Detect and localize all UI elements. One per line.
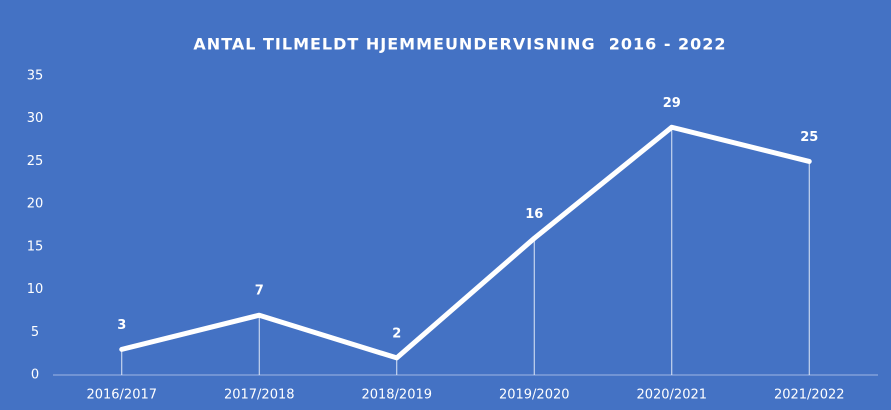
x-tick-label: 2019/2020	[499, 388, 570, 403]
data-label: 29	[663, 96, 681, 111]
data-label: 2	[392, 326, 401, 341]
x-tick-label: 2021/2022	[774, 388, 845, 403]
chart-title: ANTAL TILMELDT HJEMMEUNDERVISNING 2016 -…	[193, 35, 726, 54]
y-tick-label: 30	[27, 111, 44, 126]
x-tick-label: 2016/2017	[86, 388, 157, 403]
data-label: 3	[117, 318, 126, 333]
data-label: 7	[255, 284, 264, 299]
y-tick-label: 15	[27, 239, 44, 254]
y-tick-label: 25	[27, 154, 44, 169]
y-tick-label: 35	[27, 69, 44, 84]
y-tick-label: 10	[27, 282, 44, 297]
line	[119, 124, 812, 361]
data-label: 25	[800, 130, 818, 145]
data-label: 16	[525, 207, 543, 222]
x-tick-label: 2020/2021	[636, 388, 707, 403]
x-tick-label: 2018/2019	[361, 388, 432, 403]
y-tick-label: 5	[31, 325, 39, 340]
y-tick-label: 0	[31, 368, 39, 383]
x-tick-label: 2017/2018	[224, 388, 295, 403]
y-tick-label: 20	[27, 197, 44, 212]
